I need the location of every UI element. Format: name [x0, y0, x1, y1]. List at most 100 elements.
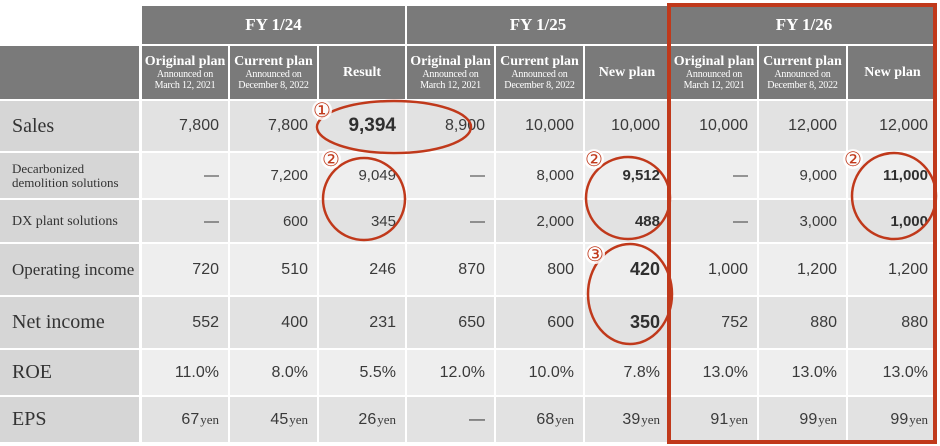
- cell-value: 7,800: [267, 117, 308, 134]
- subheader-title: Original plan: [144, 54, 226, 69]
- cell-value: 870: [458, 260, 485, 278]
- table-cell: 10,000: [496, 101, 583, 151]
- cell-value: 45: [270, 410, 289, 428]
- cell-value: —: [733, 212, 748, 230]
- subheader-3: Result: [319, 46, 405, 99]
- cell-value: 13.0%: [882, 363, 928, 381]
- subheader-title: New plan: [864, 65, 921, 80]
- cell-value: 9,512: [622, 167, 660, 184]
- cell-value: 9,000: [799, 167, 837, 184]
- table-cell: —: [142, 153, 228, 198]
- cell-value: 10.0%: [528, 363, 574, 381]
- subheader-date: December 8, 2022: [504, 80, 575, 91]
- cell-value: 8,900: [444, 117, 485, 134]
- table-cell: 9,512: [585, 153, 669, 198]
- cell-value: 39: [622, 410, 641, 428]
- subheader-title: New plan: [598, 65, 656, 80]
- table-cell: 510: [230, 244, 317, 295]
- cell-value: 7.8%: [623, 363, 660, 381]
- table-cell: 8.0%: [230, 350, 317, 395]
- subheader-date: March 12, 2021: [683, 80, 745, 91]
- cell-value: 5.5%: [359, 363, 396, 381]
- cell-value: 3,000: [799, 212, 837, 230]
- table-cell: 68 yen: [496, 397, 583, 442]
- row-label: DX plant solutions: [0, 200, 139, 242]
- cell-value: 246: [369, 260, 396, 278]
- table-cell: 99 yen: [759, 397, 846, 442]
- cell-value: 11.0%: [174, 363, 219, 381]
- table-cell: 870: [407, 244, 494, 295]
- table-cell: 13.0%: [848, 350, 937, 395]
- subheader-title: Current plan: [763, 54, 842, 69]
- cell-value: 13.0%: [791, 363, 837, 381]
- cell-value: —: [204, 212, 219, 230]
- table-cell: 1,200: [759, 244, 846, 295]
- subheader-7: Original plan Announced on March 12, 2021: [671, 46, 757, 99]
- table-cell: 880: [848, 297, 937, 348]
- table-cell: 12,000: [759, 101, 846, 151]
- cell-value: 10,000: [525, 117, 574, 134]
- cell-value: 26: [358, 410, 377, 428]
- subheader-title: Result: [342, 65, 382, 80]
- table-cell: 400: [230, 297, 317, 348]
- cell-value: 12,000: [788, 117, 837, 134]
- table-cell: 13.0%: [671, 350, 757, 395]
- cell-unit: yen: [377, 411, 396, 427]
- subheader-note: Announced on: [156, 69, 214, 80]
- table-cell: 13.0%: [759, 350, 846, 395]
- table-cell: 8,000: [496, 153, 583, 198]
- table-cell: 5.5%: [319, 350, 405, 395]
- group-header-2: FY 1/25: [407, 6, 669, 44]
- table-cell: 552: [142, 297, 228, 348]
- cell-value: 510: [281, 260, 308, 278]
- cell-value: 7,200: [270, 167, 308, 184]
- subheader-note: Announced on: [511, 69, 568, 80]
- table-cell: 800: [496, 244, 583, 295]
- cell-value: 1,000: [707, 260, 748, 278]
- table-cell: 12,000: [848, 101, 937, 151]
- cell-value: 2,000: [536, 212, 574, 230]
- subheader-title: Current plan: [500, 54, 579, 69]
- cell-value: 11,000: [882, 167, 928, 184]
- cell-value: 12.0%: [439, 363, 485, 381]
- table-cell: 752: [671, 297, 757, 348]
- cell-value: 91: [710, 410, 729, 428]
- row-label: Sales: [0, 101, 139, 151]
- cell-value: 10,000: [611, 117, 660, 134]
- table-cell: 99 yen: [848, 397, 937, 442]
- table-cell: 3,000: [759, 200, 846, 242]
- table-cell: 2,000: [496, 200, 583, 242]
- cell-value: 7,800: [178, 117, 219, 134]
- table-cell: 420: [585, 244, 669, 295]
- table-cell: 26 yen: [319, 397, 405, 442]
- cell-value: —: [733, 167, 748, 184]
- row-label: ROE: [0, 350, 139, 395]
- table-cell: 231: [319, 297, 405, 348]
- cell-value: 99: [799, 410, 818, 428]
- table-cell: 650: [407, 297, 494, 348]
- table-cell: 880: [759, 297, 846, 348]
- table-cell: 488: [585, 200, 669, 242]
- table-cell: 9,394: [319, 101, 405, 151]
- cell-value: 1,200: [796, 260, 837, 278]
- table-cell: 246: [319, 244, 405, 295]
- table-cell: 7,800: [230, 101, 317, 151]
- subheader-date: March 12, 2021: [420, 80, 481, 91]
- table-cell: 7.8%: [585, 350, 669, 395]
- subheader-title: Original plan: [673, 54, 755, 69]
- cell-value: 68: [536, 410, 555, 428]
- cell-value: 345: [370, 212, 396, 230]
- table-cell: 1,200: [848, 244, 937, 295]
- table-cell: 10.0%: [496, 350, 583, 395]
- subheader-note: Announced on: [685, 69, 743, 80]
- cell-value: 420: [629, 259, 660, 279]
- table-cell: 720: [142, 244, 228, 295]
- table-cell: 1,000: [671, 244, 757, 295]
- cell-value: 752: [721, 313, 748, 331]
- subheader-date: March 12, 2021: [154, 80, 216, 91]
- table-cell: 9,000: [759, 153, 846, 198]
- table-cell: 345: [319, 200, 405, 242]
- row-label: EPS: [0, 397, 139, 442]
- cell-value: 400: [281, 313, 308, 331]
- table-cell: 600: [230, 200, 317, 242]
